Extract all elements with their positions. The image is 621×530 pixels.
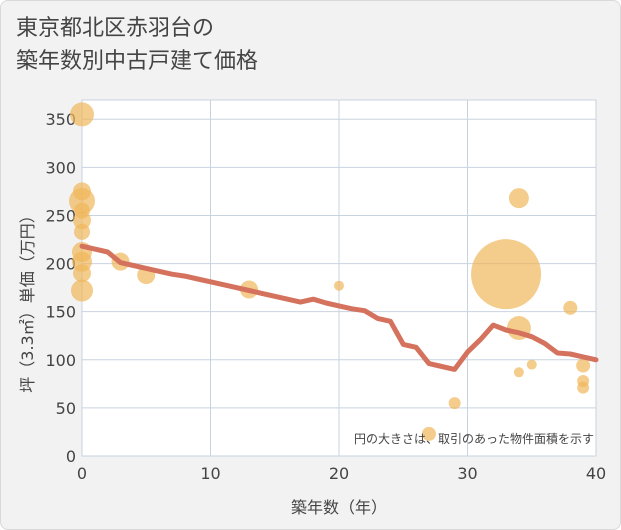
x-tick-label: 40 (586, 464, 606, 483)
y-axis-ticks: 0 50 100 150 200 250 300 350 (45, 110, 76, 466)
data-bubble (563, 300, 578, 315)
data-bubble (334, 280, 344, 291)
y-tick-label: 150 (45, 303, 76, 322)
y-tick-label: 50 (56, 399, 76, 418)
y-tick-label: 350 (45, 110, 76, 129)
x-tick-label: 10 (200, 464, 220, 483)
data-bubble (576, 358, 591, 373)
y-axis-label: 坪（3.3㎡）単価（万円） (18, 207, 37, 392)
chart-title-line-2: 築年数別中古戸建て価格 (16, 49, 259, 74)
data-bubble (73, 211, 91, 230)
data-bubble (74, 223, 90, 240)
data-bubble (70, 102, 94, 127)
x-axis-label: 築年数（年） (291, 498, 387, 517)
y-tick-label: 200 (45, 255, 76, 274)
data-bubble (577, 381, 590, 394)
trend-line (79, 243, 599, 372)
y-tick-label: 300 (45, 158, 76, 177)
data-bubble (471, 239, 542, 310)
size-note: 円の大きさは、取引のあった物件面積を示す (354, 431, 594, 446)
x-tick-label: 0 (77, 464, 87, 483)
chart-title-line-1: 東京都北区赤羽台の (16, 16, 215, 41)
data-bubble (508, 188, 529, 209)
x-tick-label: 20 (329, 464, 349, 483)
data-bubble (421, 426, 436, 441)
y-tick-label: 100 (45, 351, 76, 370)
data-bubble (526, 359, 537, 370)
chart-title: 東京都北区赤羽台の 築年数別中古戸建て価格 (16, 12, 258, 78)
data-bubble (513, 367, 524, 378)
data-bubble (73, 264, 91, 283)
x-axis-ticks: 0 10 20 30 40 (77, 464, 606, 483)
y-tick-label: 250 (45, 206, 76, 225)
data-bubble (448, 397, 461, 410)
data-bubble (71, 279, 93, 302)
bubble-series (69, 102, 591, 441)
x-tick-label: 30 (457, 464, 477, 483)
y-tick-label: 0 (66, 447, 76, 466)
